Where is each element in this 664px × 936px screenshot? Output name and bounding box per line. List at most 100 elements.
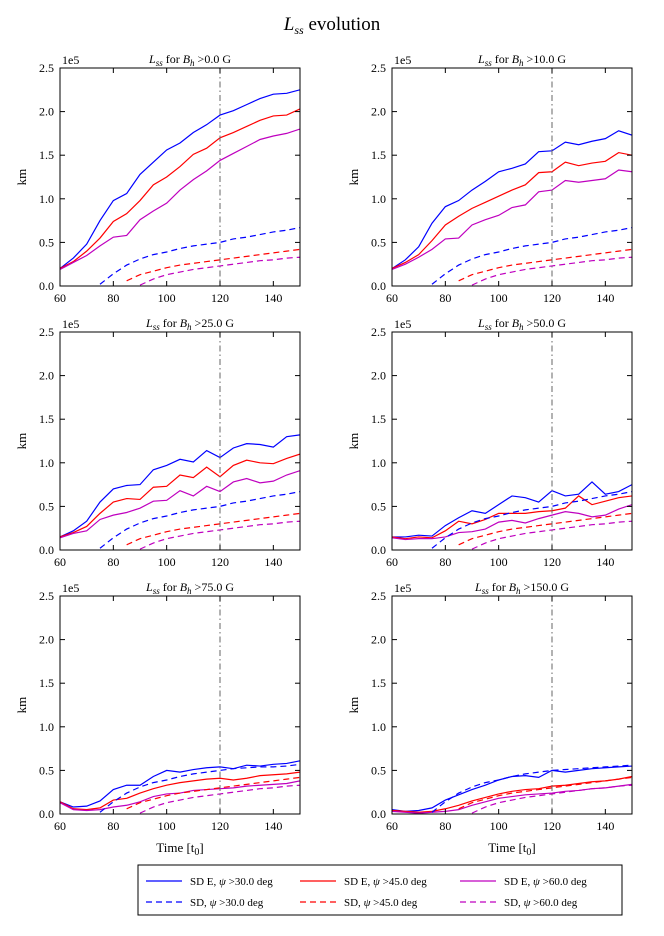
y-tick-label: 0.5 — [39, 499, 54, 513]
x-tick-label: 140 — [596, 555, 614, 569]
y-tick-label: 0.5 — [371, 499, 386, 513]
series-line-sde-30 — [60, 89, 300, 270]
x-tick-label: 140 — [596, 819, 614, 833]
series-line-sde-30 — [60, 434, 300, 538]
x-tick-label: 60 — [386, 819, 398, 833]
y-tick-label: 1.5 — [39, 676, 54, 690]
chart-legend: SD E, ψ >30.0 deg SD E, ψ >45.0 deg SD E, … — [137, 864, 623, 916]
y-tick-label: 2.5 — [39, 325, 54, 339]
y-tick-label: 2.0 — [39, 633, 54, 647]
y-tick-label: 2.0 — [371, 369, 386, 383]
x-tick-label: 120 — [211, 555, 229, 569]
series-line-sde-60 — [60, 470, 300, 539]
series-line-sd-30 — [99, 763, 300, 813]
y-offset-label: 1e5 — [394, 581, 411, 595]
x-tick-label: 80 — [439, 555, 451, 569]
y-tick-label: 2.5 — [371, 325, 386, 339]
panel-title: Lss for Bh >0.0 G — [148, 52, 231, 68]
series-line-sd-45 — [458, 512, 632, 546]
x-axis-label: Time [t0] — [156, 840, 204, 858]
series-line-sd-45 — [126, 776, 300, 810]
plot-frame — [59, 331, 301, 551]
y-tick-label: 1.5 — [39, 412, 54, 426]
y-tick-label: 1.5 — [371, 148, 386, 162]
x-tick-label: 80 — [107, 555, 119, 569]
y-tick-label: 2.5 — [39, 589, 54, 603]
x-tick-label: 100 — [490, 555, 508, 569]
x-tick-label: 100 — [490, 291, 508, 305]
y-tick-label: 2.0 — [39, 105, 54, 119]
y-tick-label: 2.5 — [371, 589, 386, 603]
y-tick-label: 2.5 — [39, 61, 54, 75]
series-line-sd-60 — [471, 784, 632, 814]
series-line-sd-60 — [139, 520, 300, 550]
y-tick-label: 0.0 — [371, 543, 386, 557]
y-axis-label: km — [346, 433, 361, 450]
plot-frame — [391, 67, 633, 287]
x-tick-label: 80 — [439, 819, 451, 833]
panel-4: 60 80 100 120 140 0.0 0.5 1.0 1.5 2.0 2.5 1e5 Lss fo… — [346, 316, 633, 569]
legend-frame — [137, 864, 623, 916]
y-offset-label: 1e5 — [62, 581, 79, 595]
series-line-sde-30 — [392, 130, 632, 270]
y-offset-label: 1e5 — [62, 317, 79, 331]
series-line-sde-60 — [392, 504, 632, 541]
panel-5: 60 80 100 120 140 0.0 0.5 1.0 1.5 2.0 2.5 1e5 Lss fo… — [14, 580, 301, 858]
x-tick-label: 60 — [54, 555, 66, 569]
series-line-sde-45 — [60, 453, 300, 538]
y-tick-label: 1.0 — [371, 720, 386, 734]
y-tick-label: 2.0 — [39, 369, 54, 383]
series-line-sd-45 — [126, 248, 300, 282]
y-axis-label: km — [14, 697, 29, 714]
x-tick-label: 120 — [543, 291, 561, 305]
y-tick-label: 0.5 — [39, 235, 54, 249]
series-line-sde-45 — [392, 775, 632, 813]
x-tick-label: 60 — [54, 291, 66, 305]
plot-frame — [59, 67, 301, 287]
series-line-sd-30 — [99, 490, 300, 549]
x-tick-label: 120 — [543, 555, 561, 569]
x-axis-label: Time [t0] — [488, 840, 536, 858]
y-tick-label: 0.5 — [371, 235, 386, 249]
y-axis-label: km — [14, 433, 29, 450]
y-tick-label: 2.5 — [371, 61, 386, 75]
panel-3: 60 80 100 120 140 0.0 0.5 1.0 1.5 2.0 2.5 1e5 Lss fo… — [14, 316, 301, 569]
y-offset-label: 1e5 — [394, 317, 411, 331]
y-axis-label: km — [346, 169, 361, 186]
panel-title: Lss for Bh >75.0 G — [145, 580, 234, 596]
series-line-sd-30 — [431, 226, 632, 285]
x-tick-label: 60 — [54, 819, 66, 833]
series-line-sd-30 — [99, 226, 300, 285]
x-tick-label: 80 — [107, 819, 119, 833]
series-line-sde-30 — [392, 765, 632, 812]
series-line-sd-60 — [139, 784, 300, 814]
series-line-sde-45 — [392, 495, 632, 540]
y-tick-label: 1.0 — [39, 456, 54, 470]
panel-6: 60 80 100 120 140 0.0 0.5 1.0 1.5 2.0 2.5 1e5 Lss fo… — [346, 580, 633, 858]
y-tick-label: 1.5 — [39, 148, 54, 162]
legend-label: SD E, ψ >60.0 deg — [504, 876, 587, 888]
x-tick-label: 60 — [386, 291, 398, 305]
legend-label: SD, ψ >60.0 deg — [504, 897, 578, 909]
y-offset-label: 1e5 — [62, 53, 79, 67]
x-tick-label: 100 — [490, 819, 508, 833]
panel-1: 60 80 100 120 140 0.0 0.5 1.0 1.5 2.0 2.5 1e5 Lss fo… — [14, 52, 301, 305]
series-line-sde-30 — [392, 481, 632, 538]
series-line-sd-30 — [431, 764, 632, 813]
series-line-sde-30 — [60, 760, 300, 808]
y-tick-label: 2.0 — [371, 633, 386, 647]
plot-frame — [59, 595, 301, 815]
legend-label: SD, ψ >45.0 deg — [344, 897, 418, 909]
series-line-sd-45 — [458, 248, 632, 282]
y-tick-label: 1.5 — [371, 676, 386, 690]
y-tick-label: 0.0 — [39, 279, 54, 293]
x-tick-label: 80 — [107, 291, 119, 305]
series-line-sde-60 — [392, 169, 632, 270]
y-axis-label: km — [346, 697, 361, 714]
y-tick-label: 1.0 — [39, 192, 54, 206]
panel-title: Lss for Bh >150.0 G — [474, 580, 569, 596]
legend-label: SD E, ψ >45.0 deg — [344, 876, 427, 888]
series-line-sd-60 — [139, 256, 300, 286]
series-line-sd-30 — [431, 490, 632, 549]
x-tick-label: 120 — [211, 819, 229, 833]
